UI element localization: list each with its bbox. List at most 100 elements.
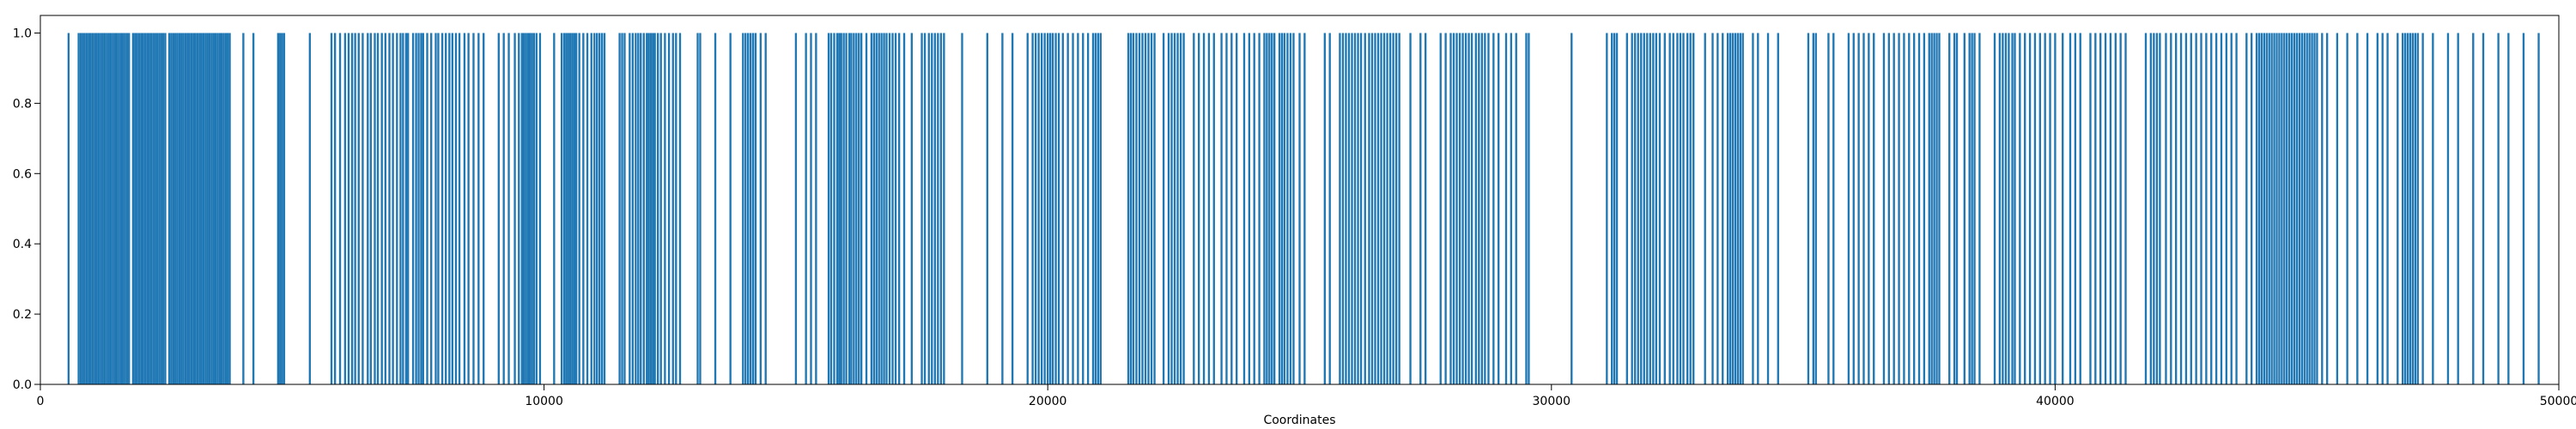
bar (1515, 33, 1517, 384)
bar (2376, 33, 2379, 384)
bar (1893, 33, 1895, 384)
bar (842, 33, 845, 384)
x-tick-label: 50000 (2540, 395, 2576, 408)
bar (1225, 33, 1228, 384)
bar (2346, 33, 2348, 384)
x-tick-label: 30000 (1533, 395, 1571, 408)
bar (1640, 33, 1643, 384)
bar (525, 33, 527, 384)
bar (961, 33, 963, 384)
bar (2386, 33, 2389, 384)
bar (565, 33, 568, 384)
bar (2215, 33, 2218, 384)
bar (2313, 33, 2316, 384)
bar (472, 33, 475, 384)
bar (1011, 33, 1014, 384)
bar (923, 33, 927, 384)
bar (526, 33, 530, 384)
bar (2316, 33, 2318, 384)
bar (100, 33, 102, 384)
bar (283, 33, 286, 384)
bar (1266, 33, 1268, 384)
bar (653, 33, 656, 384)
bar (1193, 33, 1195, 384)
bar (568, 33, 572, 384)
bar (2409, 33, 2412, 384)
bar (1726, 33, 1729, 384)
bar (1388, 33, 1392, 384)
bar (174, 33, 177, 384)
bar (417, 33, 420, 384)
bar (194, 33, 197, 384)
bar (2179, 33, 2183, 384)
bar (2300, 33, 2304, 384)
bar (1611, 33, 1613, 384)
bar (281, 33, 283, 384)
bar (188, 33, 191, 384)
bar (2275, 33, 2278, 384)
bar (518, 33, 520, 384)
bar (184, 33, 187, 384)
bar (2200, 33, 2202, 384)
bar (2014, 33, 2016, 384)
bar (1094, 33, 1097, 384)
bar (2149, 33, 2153, 384)
bar (2245, 33, 2248, 384)
bar (696, 33, 699, 384)
bar (838, 33, 841, 384)
bar (920, 33, 923, 384)
bar (858, 33, 860, 384)
bar (1734, 33, 1737, 384)
y-tick-label: 1.0 (13, 27, 32, 40)
bar (94, 33, 96, 384)
bar (228, 33, 231, 384)
bar (2184, 33, 2188, 384)
bar (1268, 33, 1271, 384)
bar (1135, 33, 1138, 384)
bar (1273, 33, 1276, 384)
bar (1278, 33, 1281, 384)
bar (77, 33, 80, 384)
bar (1043, 33, 1046, 384)
bar (2109, 33, 2112, 384)
bar (2165, 33, 2167, 384)
bar (458, 33, 461, 384)
bar (2011, 33, 2014, 384)
bar (1525, 33, 1528, 384)
bar (590, 33, 592, 384)
bar (2089, 33, 2092, 384)
bar (927, 33, 930, 384)
bar (1643, 33, 1645, 384)
bar (1498, 33, 1500, 384)
bar (1757, 33, 1759, 384)
bar (840, 33, 842, 384)
bar (522, 33, 526, 384)
bar (338, 33, 342, 384)
bar (164, 33, 167, 384)
bar (357, 33, 360, 384)
bar (1731, 33, 1735, 384)
bar (513, 33, 516, 384)
bar (1374, 33, 1376, 384)
bar (380, 33, 383, 384)
bar (2170, 33, 2172, 384)
x-tick-label: 40000 (2036, 395, 2075, 408)
bar (1978, 33, 1981, 384)
bar (118, 33, 120, 384)
bar (850, 33, 853, 384)
bar (1198, 33, 1200, 384)
bar (467, 33, 470, 384)
bar (279, 33, 282, 384)
bar (1971, 33, 1973, 384)
bar (637, 33, 640, 384)
bar (106, 33, 108, 384)
bar (878, 33, 880, 384)
bar (1487, 33, 1490, 384)
bar (2251, 33, 2253, 384)
bar (747, 33, 750, 384)
bar (2019, 33, 2021, 384)
bar (2054, 33, 2057, 384)
bar (2311, 33, 2313, 384)
bar (1054, 33, 1057, 384)
bar (1777, 33, 1779, 384)
